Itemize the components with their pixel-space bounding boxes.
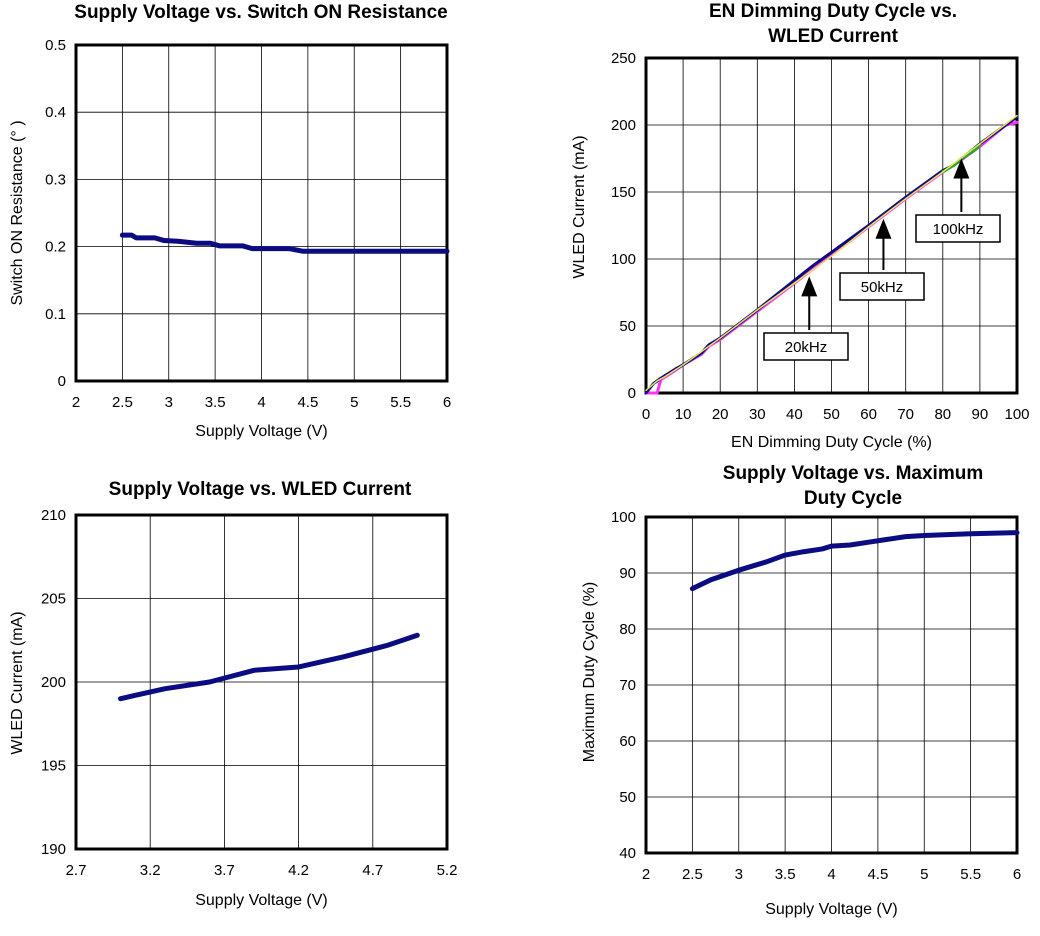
plot-frame xyxy=(644,515,1019,855)
chart-title: WLED Current xyxy=(768,26,899,47)
annotation-label: 100kHz xyxy=(933,221,984,238)
x-tick-label: 70 xyxy=(897,406,914,423)
y-tick-label: 0.1 xyxy=(45,306,66,323)
x-tick-label: 3.2 xyxy=(140,862,161,879)
chart-2: EN Dimming Duty Cycle vs. WLED Current 0 10… xyxy=(571,1,1030,451)
annotation-box xyxy=(763,332,849,361)
chart-4: Supply Voltage vs. Maximum Duty Cycle 2 2.5… xyxy=(581,463,1021,918)
series-line-1 xyxy=(689,530,1020,592)
series-line-1 xyxy=(119,232,450,254)
chart-1: Supply Voltage vs. Switch ON Resistance 2… xyxy=(9,2,451,440)
x-tick-label: 4 xyxy=(257,394,265,411)
y-tick-label: 200 xyxy=(41,674,66,691)
x-tick-label: 60 xyxy=(860,406,877,423)
y-tick-label: 190 xyxy=(41,841,66,858)
x-tick-label: 3.7 xyxy=(214,862,235,879)
arrow-up-icon xyxy=(875,218,892,239)
x-axis-label: Supply Voltage (V) xyxy=(195,892,328,909)
x-tick-label: 6 xyxy=(443,394,451,411)
plot-frame xyxy=(74,513,449,851)
y-tick-label: 150 xyxy=(611,184,636,201)
y-tick-label: 0.3 xyxy=(45,171,66,188)
x-tick-label: 3 xyxy=(735,866,743,883)
x-tick-label: 3 xyxy=(165,394,173,411)
x-tick-label: 4.5 xyxy=(297,394,318,411)
plot-frame xyxy=(644,56,1019,395)
y-tick-label: 0 xyxy=(628,385,636,402)
chart-title: Supply Voltage vs. Maximum xyxy=(723,463,983,484)
chart-title: Supply Voltage vs. WLED Current xyxy=(109,479,412,500)
x-tick-label: 5 xyxy=(920,866,928,883)
x-tick-label: 100 xyxy=(1004,406,1029,423)
y-tick-label: 0.5 xyxy=(45,37,66,54)
x-tick-label: 0 xyxy=(642,406,650,423)
y-tick-label: 90 xyxy=(619,565,636,582)
y-tick-label: 100 xyxy=(611,509,636,526)
x-tick-label: 3.5 xyxy=(775,866,796,883)
y-tick-label: 210 xyxy=(41,507,66,524)
y-tick-label: 70 xyxy=(619,677,636,694)
y-tick-label: 60 xyxy=(619,733,636,750)
x-tick-label: 90 xyxy=(972,406,989,423)
x-tick-label: 40 xyxy=(786,406,803,423)
annotation-label: 20kHz xyxy=(785,339,828,356)
x-tick-label: 4.2 xyxy=(288,862,309,879)
x-tick-label: 4.5 xyxy=(867,866,888,883)
y-tick-label: 50 xyxy=(619,318,636,335)
x-tick-label: 4 xyxy=(827,866,835,883)
x-axis-label: Supply Voltage (V) xyxy=(195,423,328,440)
x-tick-label: 80 xyxy=(934,406,951,423)
plot-frame xyxy=(74,43,449,383)
x-tick-label: 50 xyxy=(823,406,840,423)
x-axis-label: Supply Voltage (V) xyxy=(765,901,898,918)
x-tick-label: 5.2 xyxy=(437,862,458,879)
annotation-label: 50kHz xyxy=(861,279,904,296)
y-axis-label: WLED Current (mA) xyxy=(571,135,588,278)
x-axis-label: EN Dimming Duty Cycle (%) xyxy=(731,434,932,451)
x-tick-label: 2 xyxy=(72,394,80,411)
x-tick-label: 2 xyxy=(642,866,650,883)
y-tick-label: 0.4 xyxy=(45,104,66,121)
x-tick-label: 4.7 xyxy=(362,862,383,879)
y-axis-label: Switch ON Resistance (° ) xyxy=(9,120,26,305)
arrow-up-icon xyxy=(801,276,818,297)
y-axis-label: Maximum Duty Cycle (%) xyxy=(581,582,598,762)
x-tick-label: 30 xyxy=(749,406,766,423)
y-axis-label: WLED Current (mA) xyxy=(9,611,26,754)
chart-title: Supply Voltage vs. Switch ON Resistance xyxy=(74,2,447,23)
y-tick-label: 195 xyxy=(41,758,66,775)
x-tick-label: 2.7 xyxy=(66,862,87,879)
x-tick-label: 2.5 xyxy=(682,866,703,883)
x-tick-label: 5.5 xyxy=(960,866,981,883)
y-tick-label: 40 xyxy=(619,845,636,862)
x-tick-label: 3.5 xyxy=(205,394,226,411)
x-tick-label: 5 xyxy=(350,394,358,411)
y-tick-label: 80 xyxy=(619,621,636,638)
y-tick-label: 205 xyxy=(41,591,66,608)
y-tick-label: 0.2 xyxy=(45,239,66,256)
y-tick-label: 100 xyxy=(611,251,636,268)
x-tick-label: 5.5 xyxy=(390,394,411,411)
annotation-box xyxy=(839,272,925,301)
y-tick-label: 0 xyxy=(58,373,66,390)
annotation-box xyxy=(915,214,1001,243)
chart-title: EN Dimming Duty Cycle vs. xyxy=(709,1,957,22)
y-tick-label: 250 xyxy=(611,50,636,67)
chart-3: Supply Voltage vs. WLED Current 2.7 3.2 3.7… xyxy=(9,479,457,909)
chart-title: Duty Cycle xyxy=(804,488,902,509)
x-tick-label: 2.5 xyxy=(112,394,133,411)
y-tick-label: 50 xyxy=(619,789,636,806)
x-tick-label: 6 xyxy=(1013,866,1021,883)
series-line-4 xyxy=(645,114,1018,392)
x-tick-label: 10 xyxy=(675,406,692,423)
series-line-1 xyxy=(118,632,420,702)
arrow-up-icon xyxy=(953,158,970,179)
x-tick-label: 20 xyxy=(712,406,729,423)
y-tick-label: 200 xyxy=(611,117,636,134)
